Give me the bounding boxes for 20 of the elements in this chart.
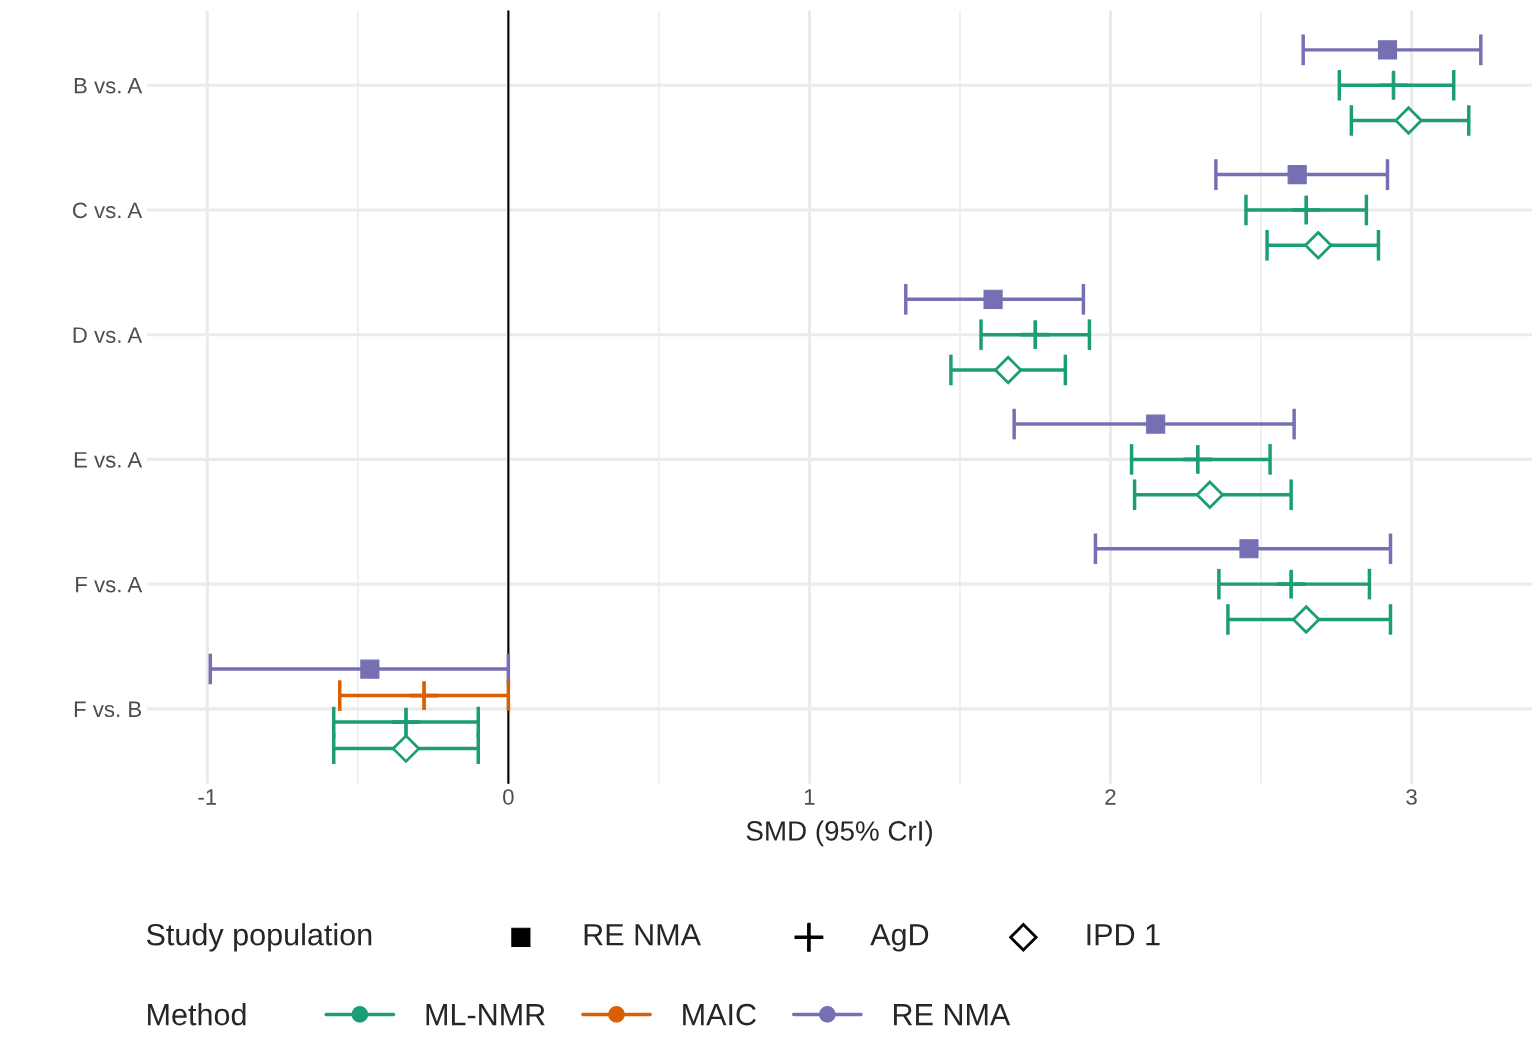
legend-label: MAIC — [683, 1003, 756, 1026]
y-tick-label: B vs. A — [74, 77, 143, 94]
legend-label: ML-NMR — [426, 1004, 545, 1026]
x-tick-label: 0 — [503, 789, 514, 805]
x-tick-label: 2 — [1105, 789, 1116, 805]
x-axis-title: SMD (95% CrI) — [746, 820, 932, 847]
y-tick-label: C vs. A — [72, 202, 143, 219]
x-tick-label: 1 — [804, 789, 815, 805]
y-tick-label: F vs. A — [76, 576, 143, 593]
text: IPD 1 — [1087, 924, 1160, 946]
text: Study population — [146, 923, 372, 952]
x-tick-label: 3 — [1406, 789, 1417, 805]
text: RE NMA — [584, 924, 701, 946]
text: AgD — [870, 924, 929, 952]
x-tick-label: -1 — [198, 789, 217, 805]
y-tick-label: F vs. B — [74, 701, 142, 718]
legend-title: Method — [148, 1003, 246, 1026]
y-tick-label: E vs. A — [74, 452, 143, 468]
legend-label: RE NMA — [894, 1004, 1011, 1026]
y-tick-label: D vs. A — [73, 327, 143, 343]
